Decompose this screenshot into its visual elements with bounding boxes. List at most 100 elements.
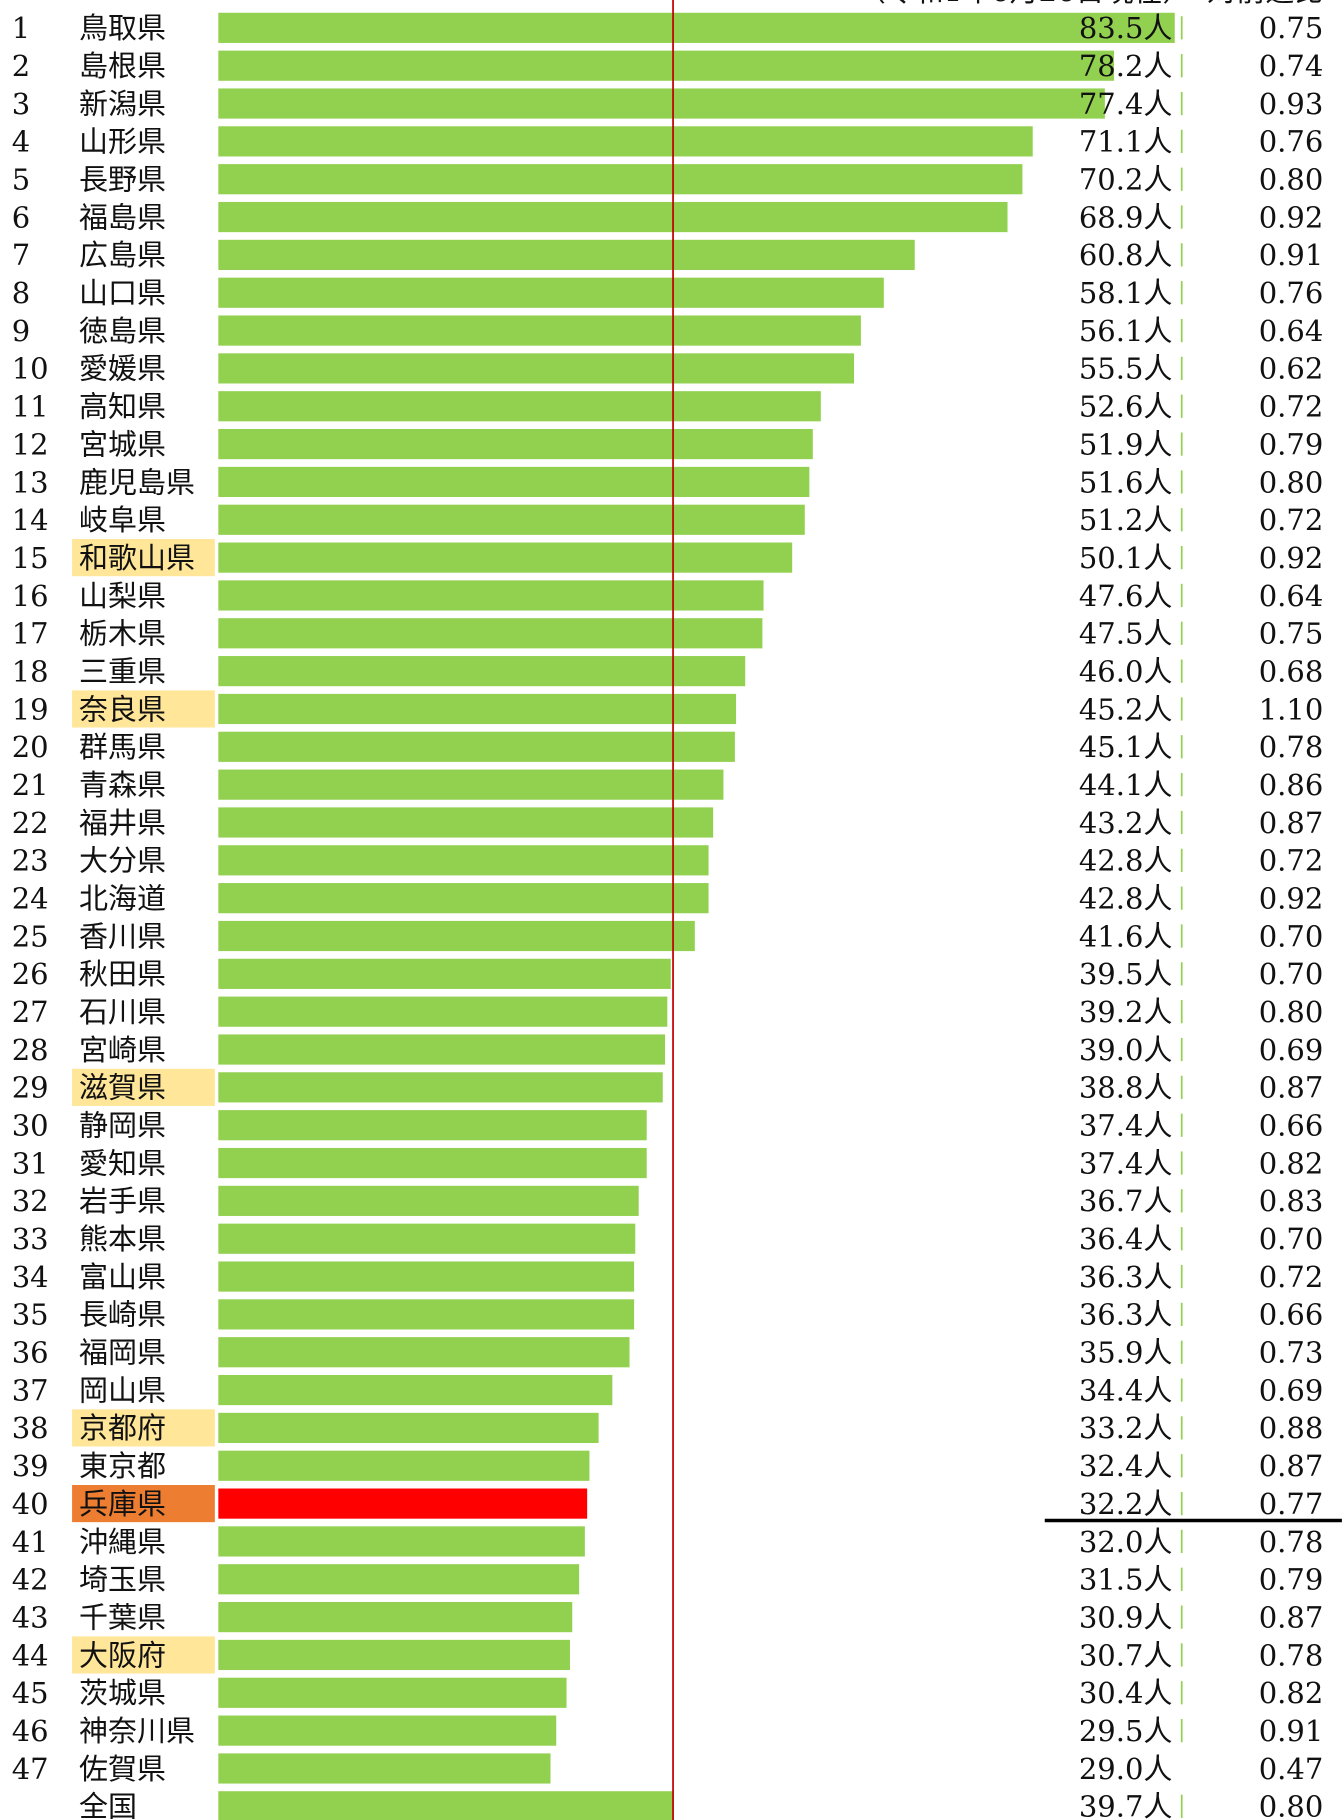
category-label: 岩手県 [79, 1184, 166, 1218]
ratio: 0.74 [1259, 49, 1324, 83]
ratio: 0.88 [1259, 1411, 1324, 1445]
ratio-header: 対前週比 [1207, 0, 1323, 8]
label-highlight [72, 1636, 215, 1674]
category-label: 秋田県 [79, 957, 166, 991]
category-label: 大阪府 [79, 1638, 166, 1672]
bar [218, 277, 884, 308]
category-label: 青森県 [79, 768, 166, 802]
rank: 35 [12, 1298, 49, 1332]
value-label: 31.5人 [1079, 1563, 1173, 1597]
category-label: 新潟県 [79, 87, 166, 121]
rank: 23 [12, 844, 49, 878]
category-label: 熊本県 [79, 1222, 166, 1256]
value-label: 83.5人 [1079, 11, 1173, 45]
value-label: 42.8人 [1079, 881, 1173, 915]
label-highlight [72, 1485, 215, 1523]
value-label: 51.9人 [1079, 427, 1173, 461]
rank: 20 [12, 730, 49, 764]
ratio: 0.93 [1259, 87, 1324, 121]
bar [218, 88, 1105, 119]
ratio: 0.92 [1259, 881, 1324, 915]
rank: 9 [12, 314, 30, 348]
ratio: 0.80 [1259, 995, 1324, 1029]
ratio: 0.75 [1259, 617, 1324, 651]
category-label: 神奈川県 [79, 1714, 195, 1748]
ratio: 0.79 [1259, 427, 1324, 461]
bar [218, 201, 1008, 233]
value-label: 58.1人 [1079, 276, 1173, 310]
rank: 40 [12, 1487, 49, 1521]
bar [218, 1412, 599, 1443]
label-highlight [72, 690, 215, 728]
value-label: 44.1人 [1079, 768, 1173, 802]
label-highlight [72, 1409, 215, 1447]
bar [218, 1261, 635, 1292]
date-header: （令和1年6月26日現在） [857, 0, 1192, 8]
rank: 43 [12, 1600, 49, 1634]
ratio: 0.70 [1259, 1222, 1324, 1256]
category-label: 富山県 [79, 1260, 166, 1294]
rank: 24 [12, 881, 49, 915]
ratio: 0.73 [1259, 1336, 1324, 1370]
rank: 47 [12, 1752, 49, 1786]
value-label: 47.6人 [1079, 579, 1173, 613]
bar [218, 845, 709, 876]
value-label: 35.9人 [1079, 1336, 1173, 1370]
bar [218, 731, 735, 762]
bar [218, 920, 695, 952]
category-label: 鳥取県 [79, 11, 166, 45]
bar [218, 580, 764, 611]
value-label: 30.7人 [1079, 1638, 1173, 1672]
value-label: 36.7人 [1079, 1184, 1173, 1218]
rank: 22 [12, 806, 49, 840]
bar [218, 1147, 647, 1179]
value-label: 56.1人 [1079, 314, 1173, 348]
bar [218, 1034, 666, 1065]
ratio: 0.87 [1259, 1600, 1324, 1634]
category-label: 愛知県 [79, 1146, 166, 1180]
rank: 17 [12, 617, 49, 651]
ratio: 0.70 [1259, 957, 1324, 991]
rank: 30 [12, 1109, 49, 1143]
value-label: 36.3人 [1079, 1260, 1173, 1294]
bar [218, 1791, 674, 1820]
value-label: 68.9人 [1079, 200, 1173, 234]
value-label: 30.4人 [1079, 1676, 1173, 1710]
category-label: 山口県 [79, 276, 166, 310]
value-label: 46.0人 [1079, 654, 1173, 688]
rank: 12 [12, 427, 49, 461]
rank: 42 [12, 1563, 49, 1597]
bar [218, 353, 855, 384]
value-label: 29.0人 [1079, 1752, 1173, 1786]
ratio: 0.82 [1259, 1146, 1324, 1180]
bar [218, 429, 813, 460]
bar [218, 1299, 635, 1330]
value-label: 30.9人 [1079, 1600, 1173, 1634]
rank: 34 [12, 1260, 49, 1294]
ratio: 0.87 [1259, 1449, 1324, 1483]
ratio: 0.91 [1259, 238, 1324, 272]
ratio: 0.83 [1259, 1184, 1324, 1218]
value-label: 34.4人 [1079, 1373, 1173, 1407]
category-label: 高知県 [79, 390, 166, 424]
category-label: 愛媛県 [79, 352, 166, 386]
rank: 19 [12, 692, 49, 726]
bar [218, 1564, 580, 1595]
category-label: 島根県 [79, 49, 166, 83]
category-label: 福島県 [79, 200, 166, 234]
rank: 39 [12, 1449, 49, 1483]
value-label: 77.4人 [1079, 87, 1173, 121]
bar [218, 1715, 557, 1746]
label-highlight [72, 539, 215, 577]
category-label: 静岡県 [79, 1109, 166, 1143]
rank: 28 [12, 1033, 49, 1067]
category-label: 滋賀県 [79, 1071, 166, 1105]
category-label: 石川県 [79, 995, 166, 1029]
bar [218, 315, 861, 346]
bar [218, 12, 1175, 43]
ratio: 0.91 [1259, 1714, 1324, 1748]
value-label: 51.6人 [1079, 465, 1173, 499]
value-label: 36.3人 [1079, 1298, 1173, 1332]
ratio: 0.78 [1259, 730, 1324, 764]
